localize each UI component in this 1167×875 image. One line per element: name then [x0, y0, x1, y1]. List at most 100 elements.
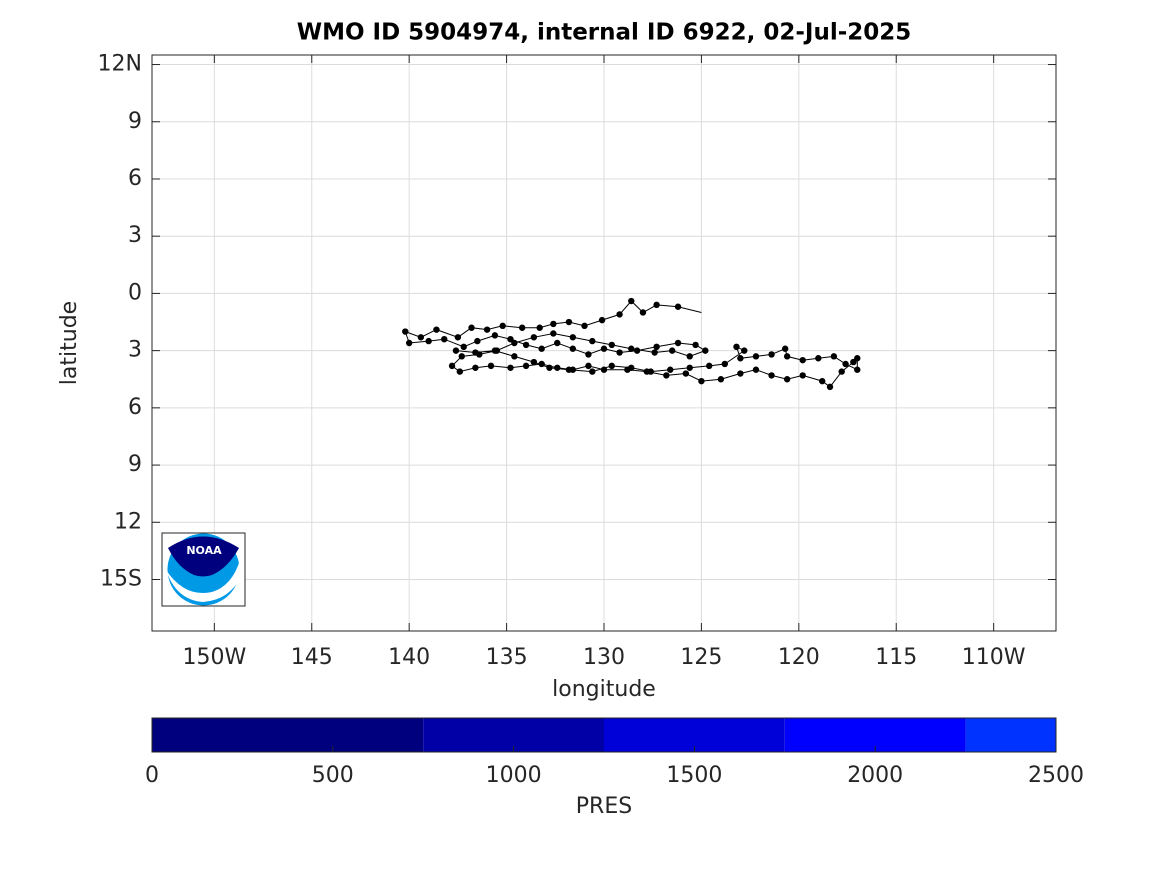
profile-point	[522, 362, 530, 370]
profile-point	[668, 347, 676, 354]
y-tick-label: 12	[114, 509, 142, 534]
profile-point	[639, 309, 647, 316]
trajectory	[404, 300, 858, 388]
profile-point	[472, 349, 479, 356]
profile-point	[554, 364, 561, 371]
profile-point	[600, 345, 608, 352]
profile-point	[530, 334, 538, 341]
noaa-logo: NOAA	[161, 532, 246, 607]
profile-point	[511, 339, 518, 347]
profile-point	[686, 364, 693, 371]
y-tick-label: 6	[128, 395, 142, 420]
profile-point	[546, 364, 553, 371]
profile-point	[781, 345, 789, 352]
colorbar-tick-label: 500	[312, 763, 354, 788]
profile-point	[585, 351, 592, 358]
profile-point	[536, 324, 543, 331]
x-tick-label: 145	[291, 645, 333, 670]
profile-point	[589, 337, 596, 345]
profile-point	[721, 360, 728, 368]
colorbar-label: PRES	[576, 794, 632, 819]
profile-point	[499, 322, 506, 330]
profile-point	[628, 297, 635, 305]
y-axis-label: latitude	[57, 301, 82, 385]
profile-point	[600, 366, 608, 373]
profile-point	[468, 324, 475, 331]
colorbar-tick-label: 0	[145, 763, 159, 788]
profile-point	[819, 377, 826, 385]
profile-point	[608, 362, 615, 370]
profile-point	[717, 376, 725, 383]
y-tick-label: 9	[128, 452, 142, 477]
y-tick-label: 3	[128, 223, 142, 248]
profile-point	[702, 347, 709, 354]
profile-point	[826, 383, 834, 391]
profile-point	[569, 345, 577, 352]
x-tick-label: 110W	[962, 645, 1026, 670]
y-tick-label: 9	[128, 109, 142, 134]
profile-point	[518, 324, 526, 331]
colorbar-tick-label: 2000	[847, 763, 903, 788]
profile-point	[491, 347, 499, 354]
profile-point	[674, 339, 682, 347]
profile-point	[405, 339, 413, 347]
profile-point	[460, 343, 467, 351]
logo-wave	[166, 560, 242, 602]
profile-point	[633, 347, 641, 354]
profile-point	[783, 353, 791, 360]
profile-point	[854, 366, 861, 373]
profile-point	[842, 360, 849, 368]
profile-point	[565, 366, 573, 373]
profile-point	[737, 370, 744, 377]
logo-top	[168, 536, 239, 577]
profile-point	[491, 332, 499, 339]
profile-point	[653, 343, 660, 351]
profile-point	[569, 334, 577, 341]
profile-point	[616, 311, 623, 318]
profile-point	[554, 339, 561, 347]
profile-point	[522, 341, 530, 349]
profile-point	[483, 326, 491, 333]
y-tick-label: 6	[128, 166, 142, 191]
profile-point	[783, 376, 791, 383]
profile-point	[692, 341, 699, 349]
x-axis-label: longitude	[552, 677, 656, 702]
profile-point	[472, 364, 479, 371]
profile-point	[628, 345, 635, 352]
profile-point	[768, 372, 775, 379]
profile-point	[538, 345, 545, 352]
x-tick-label: 135	[486, 645, 528, 670]
profile-point	[838, 368, 845, 375]
x-tick-label: 115	[875, 645, 917, 670]
x-tick-label: 130	[583, 645, 625, 670]
profile-point	[538, 360, 545, 368]
profile-point	[667, 366, 674, 373]
colorbar-frame	[151, 717, 1057, 753]
profile-point	[487, 362, 495, 370]
colorbar-segment	[965, 718, 1056, 752]
profile-point	[733, 343, 740, 351]
profile-point	[425, 337, 432, 345]
y-tick-label: 12N	[98, 52, 142, 77]
profile-point	[752, 366, 760, 373]
profile-point	[589, 368, 596, 375]
profile-point	[737, 355, 744, 362]
colorbar-tick-label: 2500	[1028, 763, 1084, 788]
profile-point	[454, 334, 462, 341]
profile-point	[474, 337, 481, 345]
profile-point	[741, 347, 748, 354]
profile-point	[663, 372, 670, 379]
profile-point	[598, 316, 606, 324]
profile-point	[647, 368, 654, 375]
profile-point	[628, 364, 635, 371]
x-tick-label: 125	[680, 645, 722, 670]
profile-point	[799, 356, 806, 364]
y-tick-label: 15S	[100, 567, 142, 592]
profile-point	[511, 353, 518, 360]
profile-point	[815, 355, 822, 362]
profile-point	[456, 368, 464, 375]
profile-point	[653, 301, 660, 309]
x-tick-label: 150W	[182, 645, 246, 670]
profile-point	[452, 347, 460, 354]
